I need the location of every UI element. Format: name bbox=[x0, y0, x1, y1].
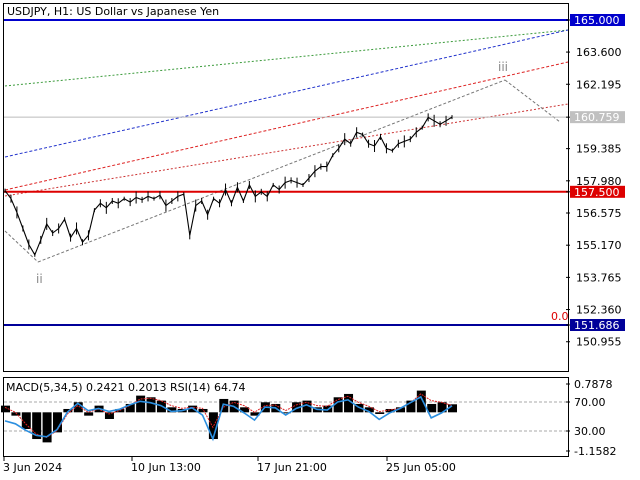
macd-bar bbox=[396, 407, 406, 413]
indicator-title: MACD(5,34,5) 0.2421 0.2013 RSI(14) 64.74 bbox=[6, 381, 245, 394]
indicator-label: 70.00 bbox=[574, 396, 606, 409]
macd-bar bbox=[32, 412, 42, 440]
macd-bar bbox=[302, 400, 312, 413]
indicator-pane bbox=[1, 390, 568, 443]
macd-bar bbox=[416, 390, 426, 413]
price-label: 151.686 bbox=[574, 319, 620, 332]
macd-bar bbox=[406, 400, 416, 413]
macd-bar bbox=[375, 412, 385, 414]
price-label-box bbox=[570, 14, 625, 26]
indicator-label: 30.00 bbox=[574, 425, 606, 438]
macd-bar bbox=[11, 412, 21, 416]
macd-bar bbox=[167, 407, 177, 413]
indicator-axis: 0.7878 70.00 30.00 -1.1582 bbox=[566, 378, 616, 458]
macd-bar bbox=[219, 398, 229, 413]
price-label: 156.575 bbox=[576, 207, 622, 220]
time-axis: 3 Jun 2024 10 Jun 13:00 17 Jun 21:00 25 Jun… bbox=[3, 456, 456, 474]
trendline-layer bbox=[4, 29, 569, 263]
time-label: 17 Jun 21:00 bbox=[257, 461, 327, 474]
price-label: 152.360 bbox=[576, 304, 622, 317]
price-label-box bbox=[570, 111, 625, 124]
time-label: 3 Jun 2024 bbox=[3, 461, 62, 474]
price-series-layer bbox=[4, 113, 453, 257]
indicator-label: -1.1582 bbox=[574, 445, 616, 458]
price-label: 159.385 bbox=[576, 143, 622, 156]
macd-bar bbox=[136, 395, 146, 413]
macd-bar bbox=[427, 403, 437, 413]
macd-bar bbox=[21, 412, 31, 430]
rsi-line bbox=[4, 395, 453, 442]
trendline-red-upper bbox=[4, 61, 569, 191]
macd-bar bbox=[281, 412, 291, 414]
macd-bar bbox=[250, 412, 260, 416]
macd-bar bbox=[198, 408, 208, 413]
time-label: 10 Jun 13:00 bbox=[131, 461, 201, 474]
price-label: 150.955 bbox=[576, 336, 622, 349]
macd-bar bbox=[364, 407, 374, 413]
macd-bar bbox=[292, 402, 302, 413]
trendline-red-lower bbox=[4, 103, 569, 197]
wave-label-ii: ii bbox=[36, 272, 43, 286]
macd-bar bbox=[104, 412, 114, 419]
price-label: 160.759 bbox=[574, 111, 620, 124]
macd-bar bbox=[52, 412, 62, 433]
macd-bar bbox=[146, 397, 156, 413]
macd-bar bbox=[448, 404, 457, 413]
wave-path-segment-3 bbox=[504, 79, 561, 123]
price-label: 157.500 bbox=[574, 186, 620, 199]
indicator-frame bbox=[3, 377, 569, 457]
time-label: 25 Jun 05:00 bbox=[386, 461, 456, 474]
macd-bar bbox=[240, 407, 250, 413]
macd-bar bbox=[437, 402, 447, 413]
main-chart-frame bbox=[3, 3, 569, 372]
macd-bar bbox=[385, 408, 395, 413]
wave-path-segment-2 bbox=[37, 79, 506, 263]
macd-bar bbox=[333, 397, 343, 413]
macd-bar bbox=[1, 405, 10, 413]
price-label: 157.980 bbox=[576, 175, 622, 188]
price-label: 155.170 bbox=[576, 239, 622, 252]
price-axis: 165.000 163.600 162.195 160.759 159.385 157.9… bbox=[566, 14, 625, 349]
macd-bar bbox=[344, 393, 354, 413]
wave-label-iii: iii bbox=[498, 60, 508, 74]
macd-bar bbox=[84, 412, 94, 416]
fibo-zero-label: 0.0 bbox=[551, 310, 569, 323]
price-label: 153.765 bbox=[576, 271, 622, 284]
trendline-green-upper bbox=[4, 29, 569, 87]
wave-path-segment-1 bbox=[4, 230, 39, 263]
macd-bar bbox=[125, 403, 135, 413]
macd-bar bbox=[63, 408, 73, 413]
horizontal-levels-layer bbox=[4, 19, 568, 326]
price-label: 162.195 bbox=[576, 78, 622, 91]
price-label-box bbox=[570, 319, 625, 331]
wave-annotations: iii ii 0.0 bbox=[36, 60, 569, 323]
macd-signal-line bbox=[4, 393, 453, 438]
indicator-label: 0.7878 bbox=[574, 378, 613, 391]
price-series-line bbox=[4, 116, 453, 257]
macd-bar bbox=[73, 402, 83, 413]
macd-bar bbox=[42, 412, 52, 443]
price-label: 165.000 bbox=[574, 14, 620, 27]
chart-title: USDJPY, H1: US Dollar vs Japanese Yen bbox=[7, 5, 219, 18]
price-label: 163.600 bbox=[576, 46, 622, 59]
price-label-box bbox=[570, 185, 625, 198]
trendline-blue-upper bbox=[4, 29, 569, 158]
